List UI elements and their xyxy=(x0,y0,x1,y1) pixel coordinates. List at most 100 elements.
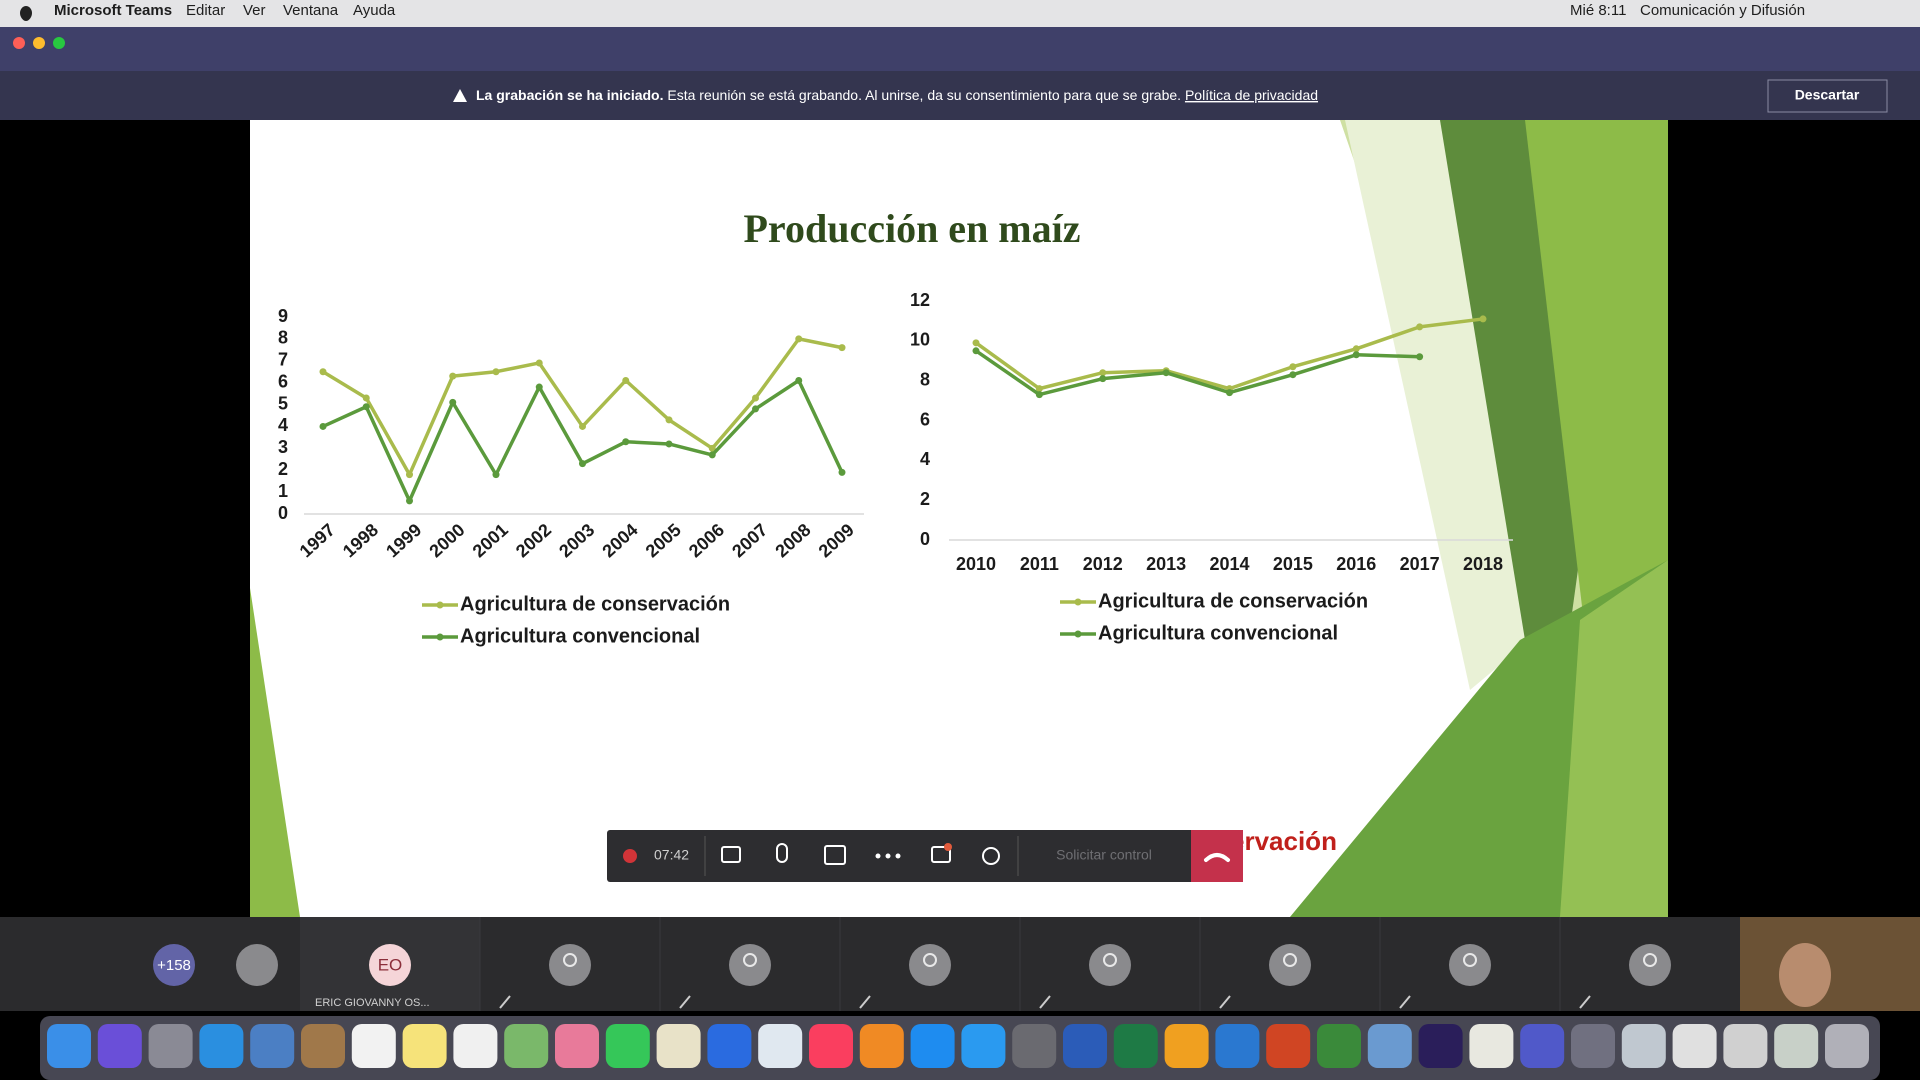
dock-app-icon[interactable] xyxy=(605,1024,650,1068)
more-button[interactable] xyxy=(895,853,901,859)
dock-app-icon[interactable] xyxy=(1672,1024,1717,1068)
y-tick-label: 3 xyxy=(278,437,288,457)
menu-item[interactable]: Editar xyxy=(186,2,225,19)
dock-app-icon[interactable] xyxy=(402,1024,447,1068)
dock-app-icon[interactable] xyxy=(1164,1024,1209,1068)
data-point xyxy=(492,368,500,376)
y-tick-label: 12 xyxy=(910,290,930,310)
banner-message: Esta reunión se está grabando. Al unirse… xyxy=(667,87,1181,103)
participant-initials: EO xyxy=(378,955,403,974)
request-control[interactable]: Solicitar control xyxy=(1056,847,1152,863)
data-point xyxy=(362,403,370,411)
avatar-head xyxy=(923,953,937,967)
data-point xyxy=(1352,351,1360,359)
data-point xyxy=(1099,375,1107,383)
dock-app-icon[interactable] xyxy=(301,1024,345,1068)
data-point xyxy=(1162,369,1170,377)
slide-decoration xyxy=(1345,120,1530,690)
title-bar xyxy=(0,27,1920,71)
mic-button[interactable] xyxy=(776,843,788,863)
dock-app-icon[interactable] xyxy=(1774,1024,1819,1068)
app-name[interactable]: Microsoft Teams xyxy=(54,2,172,19)
dock-app-icon[interactable] xyxy=(199,1024,244,1068)
data-point xyxy=(449,372,457,380)
clock[interactable]: Mié 8:11 xyxy=(1570,2,1626,19)
y-tick-label: 7 xyxy=(278,350,288,370)
dock-app-icon[interactable] xyxy=(1113,1024,1158,1068)
menu-item[interactable]: Ayuda xyxy=(353,2,396,19)
dock-app-icon[interactable] xyxy=(351,1024,396,1068)
banner-title: La grabación se ha iniciado. xyxy=(476,87,664,103)
close-button[interactable] xyxy=(13,37,25,49)
dock-app-icon[interactable] xyxy=(97,1024,142,1068)
dock-app-icon[interactable] xyxy=(1621,1024,1666,1068)
dock-app-icon[interactable] xyxy=(1317,1024,1361,1068)
data-point xyxy=(492,471,500,479)
dock-app-icon[interactable] xyxy=(555,1024,599,1068)
dock-app-icon[interactable] xyxy=(1723,1024,1768,1068)
recording-banner xyxy=(0,71,1920,120)
dock-app-icon[interactable] xyxy=(961,1024,1006,1068)
chat-button[interactable] xyxy=(931,846,951,863)
participant-name: ERIC GIOVANNY OS... xyxy=(315,997,430,1009)
share-button[interactable] xyxy=(824,845,846,865)
participants-button[interactable] xyxy=(982,847,1000,865)
dismiss-button[interactable] xyxy=(1767,79,1888,113)
dismiss-label[interactable]: Descartar xyxy=(1795,87,1860,103)
dock-app-icon[interactable] xyxy=(910,1024,955,1068)
muted-mic xyxy=(1039,995,1051,1009)
overflow-avatar[interactable] xyxy=(153,944,195,986)
y-tick-label: 9 xyxy=(278,306,288,326)
participant-avatar[interactable] xyxy=(369,944,411,986)
zoom-button[interactable] xyxy=(53,37,65,49)
dock-app-icon[interactable] xyxy=(707,1024,752,1068)
data-point xyxy=(319,368,327,376)
dock-app-icon[interactable] xyxy=(1012,1024,1057,1068)
dock-app-icon[interactable] xyxy=(809,1024,853,1068)
dock-icons xyxy=(47,1024,1869,1068)
dock-app-icon[interactable] xyxy=(656,1024,701,1068)
dock-app-icon[interactable] xyxy=(504,1024,549,1068)
dock-app-icon[interactable] xyxy=(453,1024,498,1068)
dock-app-icon[interactable] xyxy=(1266,1024,1311,1068)
dock-app-icon[interactable] xyxy=(1520,1024,1565,1068)
hang-up-icon xyxy=(1204,853,1230,862)
dock-app-icon[interactable] xyxy=(1571,1024,1615,1068)
more-button[interactable] xyxy=(875,853,881,859)
dock-app-icon[interactable] xyxy=(859,1024,904,1068)
video-tile[interactable] xyxy=(1740,917,1920,1011)
camera-button[interactable] xyxy=(721,846,741,863)
dock-app-icon[interactable] xyxy=(1063,1024,1107,1068)
muted-mic xyxy=(1579,995,1591,1009)
y-tick-label: 8 xyxy=(920,369,930,389)
dock-app-icon[interactable] xyxy=(1469,1024,1514,1068)
more-button[interactable] xyxy=(885,853,891,859)
legend-label: Agricultura de conservación xyxy=(460,593,730,615)
dock-app-icon[interactable] xyxy=(1215,1024,1260,1068)
dock-app-icon[interactable] xyxy=(47,1024,91,1068)
avatar-head xyxy=(743,953,757,967)
menu-item[interactable]: Ventana xyxy=(283,2,339,19)
recording-indicator xyxy=(623,849,637,863)
data-point xyxy=(535,359,543,367)
privacy-link[interactable]: Política de privacidad xyxy=(1185,87,1318,103)
participant-avatar[interactable] xyxy=(236,944,278,986)
minimize-button[interactable] xyxy=(33,37,45,49)
dock-app-icon[interactable] xyxy=(1367,1024,1412,1068)
user-name[interactable]: Comunicación y Difusión xyxy=(1640,2,1805,19)
overflow-count[interactable]: +158 xyxy=(157,957,191,974)
dock-app-icon[interactable] xyxy=(250,1024,295,1068)
x-tick-label: 2012 xyxy=(1083,554,1123,574)
apple-menu[interactable] xyxy=(20,6,32,21)
dock-app-icon[interactable] xyxy=(758,1024,803,1068)
dock-app-icon[interactable] xyxy=(1418,1024,1463,1068)
data-point xyxy=(1035,385,1043,393)
dock-app-icon[interactable] xyxy=(1825,1024,1869,1068)
data-point xyxy=(1479,315,1487,323)
data-point xyxy=(838,344,846,352)
y-tick-label: 10 xyxy=(910,330,930,350)
dock-app-icon[interactable] xyxy=(148,1024,193,1068)
menu-item[interactable]: Ver xyxy=(243,2,266,19)
muted-mic xyxy=(499,995,511,1009)
